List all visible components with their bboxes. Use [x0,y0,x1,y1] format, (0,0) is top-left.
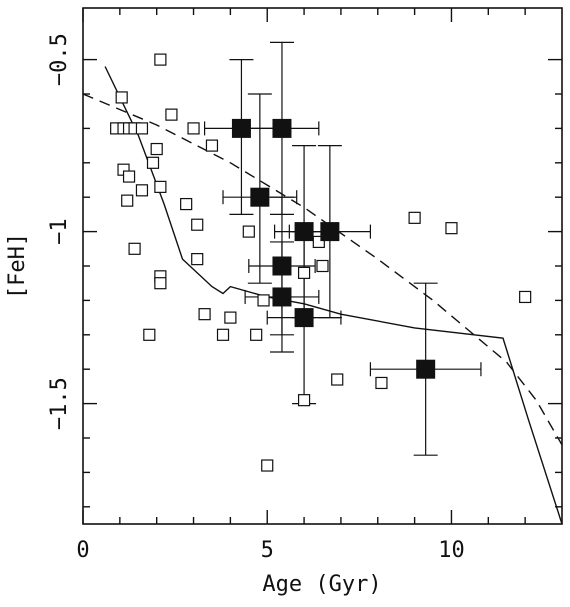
open-square-point [224,311,237,324]
y-tick-label: −1 [47,218,72,245]
open-square-point [257,294,270,307]
x-tick-label: 10 [438,538,465,563]
filled-square-point [294,308,314,328]
open-square-point [150,142,163,156]
open-square-point [519,290,532,304]
open-square-point [331,373,344,386]
open-square-point [121,194,134,207]
open-square-point [135,184,149,197]
filled-square-point [320,222,340,242]
open-square-point [312,235,325,249]
open-square-point [180,197,193,211]
y-axis-label: [FeH] [5,233,30,299]
open-square-point [198,308,211,321]
solid-model-line [104,66,563,525]
open-square-point [165,108,178,121]
open-square-point [187,122,200,135]
axis-ticks [82,8,562,524]
filled-square-point [272,118,292,138]
x-tick-label: 0 [76,538,89,563]
open-square-point [445,222,458,235]
open-square-point [408,211,421,224]
open-square-point [146,156,160,169]
open-square-point [191,218,204,231]
open-square-point [122,170,136,183]
open-square-point [242,225,255,238]
open-square-point [128,242,141,255]
x-axis-label: Age (Gyr) [262,572,381,597]
filled-square-point [294,222,314,242]
model-lines [82,66,563,525]
filled-square-point [231,118,251,138]
open-square-point [154,53,167,66]
open-square-point [191,253,204,266]
filled-square-point [272,256,292,276]
open-square-point [250,328,263,341]
filled-square-point [272,287,292,307]
open-square-point [297,394,311,407]
open-square-point [261,459,274,472]
error-bars [203,41,482,456]
open-square-point [216,328,230,341]
open-square-point [135,122,149,135]
open-square-point [375,376,388,390]
open-square-point [297,266,311,279]
y-tick-label: −0.5 [47,33,72,86]
open-square-series [110,53,532,472]
open-square-point [154,180,167,193]
open-square-point [143,328,156,341]
x-tick-label: 5 [261,538,274,563]
filled-square-series [231,118,436,379]
open-square-point [115,91,128,104]
open-square-point [205,139,219,152]
filled-square-point [250,187,270,207]
y-tick-labels: −0.5 −1 −1.5 [47,33,72,430]
filled-square-point [416,359,436,379]
x-tick-labels: 0 5 10 [76,538,464,563]
open-square-point [154,277,167,290]
dashed-model-line [82,93,563,446]
open-square-point [316,259,329,273]
y-tick-label: −1.5 [47,377,72,430]
